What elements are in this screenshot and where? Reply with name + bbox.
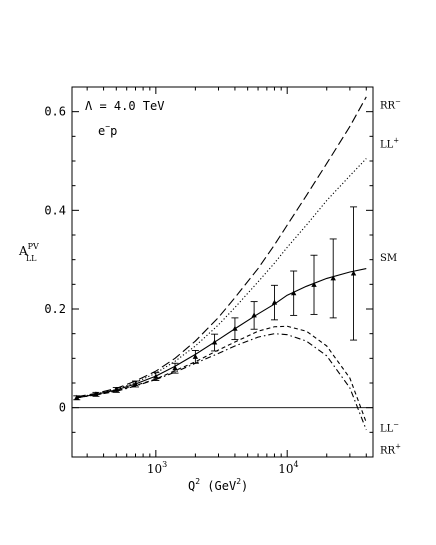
- series-label: SM: [380, 253, 397, 264]
- data-point: [350, 270, 357, 276]
- data-point: [113, 386, 119, 392]
- y-tick-label: 0.2: [44, 302, 66, 316]
- curves: [76, 96, 367, 431]
- series-label: RR−: [380, 97, 401, 111]
- series-line-rr-plus: [76, 333, 367, 431]
- x-tick-label: 104: [278, 460, 298, 476]
- series-line-ll-plus: [76, 158, 367, 398]
- data-point: [290, 290, 297, 296]
- data-point: [251, 312, 257, 318]
- plot-frame: [71, 86, 374, 458]
- data-point: [74, 394, 80, 400]
- series-line-sm: [76, 268, 367, 399]
- data-point: [211, 339, 218, 345]
- sm-data-points: [73, 206, 358, 401]
- x-tick-label: 103: [147, 460, 167, 476]
- data-point: [192, 353, 199, 359]
- series-label: RR+: [380, 443, 401, 457]
- y-axis-label: APV LL: [18, 242, 39, 263]
- labels: Λ = 4.0 TeV e−p APV LL Q2 (GeV2) RR− LL+ SM…: [18, 97, 401, 493]
- y-tick-label: 0.4: [44, 203, 66, 217]
- lambda-annotation: Λ = 4.0 TeV: [85, 99, 164, 113]
- y-tick-label: 0.6: [44, 105, 66, 119]
- series-label: LL−: [380, 420, 399, 434]
- data-point: [232, 325, 238, 331]
- process-annotation: e−p: [98, 122, 117, 138]
- y-tick-label: 0: [59, 401, 66, 415]
- data-point: [153, 373, 159, 379]
- axes: 0 0.2 0.4 0.6 103 104: [44, 86, 374, 476]
- series-label: LL+: [380, 137, 399, 151]
- data-point: [330, 275, 336, 281]
- x-axis-label: Q2 (GeV2): [188, 477, 248, 493]
- data-point: [172, 365, 178, 371]
- data-point: [311, 281, 317, 287]
- data-point: [132, 380, 139, 386]
- data-point: [271, 299, 278, 305]
- data-point: [93, 391, 99, 397]
